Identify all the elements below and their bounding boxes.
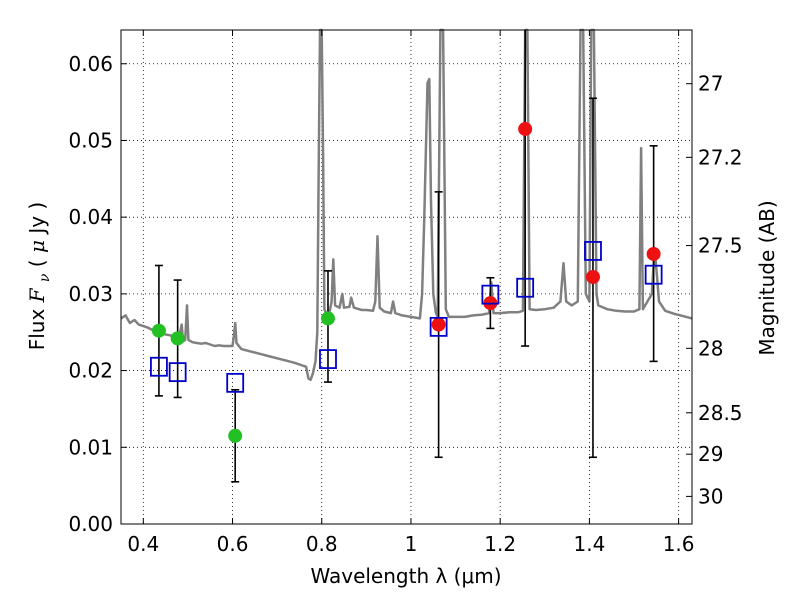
y2-axis-title: Magnitude (AB) [755,200,779,355]
data-point-square [226,372,245,393]
x-axis-title: Wavelength λ (μm) [310,564,501,588]
y-tick-label: 0.04 [68,205,113,229]
data-point-square [168,362,187,383]
data-point-square [644,264,663,285]
data-point-circle [646,246,661,261]
data-point-circle [518,121,533,136]
y2-tick-label: 29 [698,442,723,466]
data-point-square [584,241,602,261]
y-axis-title-subscript: ν [37,273,53,282]
data-point-square [481,284,500,305]
y-axis-ticks: 0.00 0.01 0.02 0.03 0.04 0.05 0.06 [68,52,127,536]
spectrum-line-group [120,28,693,382]
model-spectrum-line [120,28,693,382]
y-axis-title-mu: μ [25,240,49,253]
data-point-circle [585,270,600,284]
y2-tick-label: 28 [698,336,723,360]
data-point-square [429,316,448,337]
data-point-circle [170,331,185,346]
data-point-square [150,356,168,377]
x-tick-label: 1.4 [573,532,605,556]
y2-axis-ticks: 27 27.2 27.5 28 28.5 29 30 [686,72,743,508]
y-tick-label: 0.06 [68,52,113,76]
data-point-square [516,277,535,298]
x-tick-label: 0.8 [306,532,338,556]
data-point-circle [228,428,243,443]
y2-tick-label: 30 [698,484,723,508]
y-tick-label: 0.00 [68,512,113,536]
y-tick-label: 0.05 [68,128,113,152]
grid-lines [121,30,692,525]
y-axis-title-part: ( [25,253,49,267]
y-axis-title: Flux F ν ( μ Jy ) [25,202,54,351]
y2-tick-label: 27.5 [698,234,743,258]
y2-tick-label: 28.5 [698,401,743,425]
y-tick-label: 0.03 [68,282,113,306]
x-tick-label: 0.6 [217,532,249,556]
data-point-circle [320,311,335,326]
y-axis-title-part: Flux [25,302,49,350]
data-point-circle [431,317,446,332]
error-bars-group [154,30,658,483]
y2-tick-label: 27 [698,72,723,96]
x-tick-label: 0.4 [127,532,159,556]
y-tick-label: 0.02 [68,359,113,383]
markers-group [150,121,663,443]
y-axis-title-symbol: F [25,287,49,303]
data-point-square [319,349,337,369]
data-point-circle [151,323,166,338]
x-axis-ticks: 0.4 0.6 0.8 1 1.2 1.4 1.6 [127,30,695,556]
y-axis-title-part: Jy ) [25,202,49,236]
x-tick-label: 1.6 [663,532,695,556]
plot-frame [120,29,693,525]
y2-tick-label: 27.2 [698,145,743,169]
y-tick-label: 0.01 [68,435,113,459]
x-tick-label: 1 [405,532,418,556]
x-tick-label: 1.2 [484,532,516,556]
